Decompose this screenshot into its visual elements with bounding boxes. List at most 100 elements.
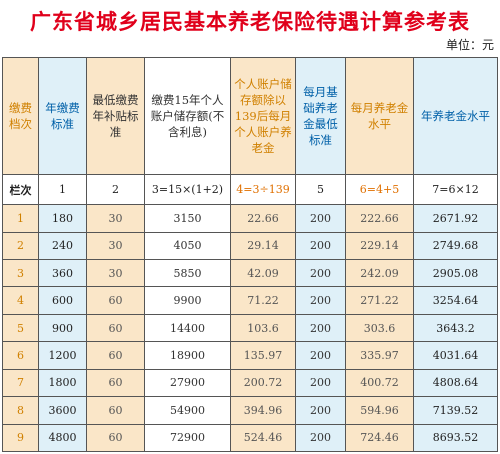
table-cell: 600 [38, 286, 87, 315]
table-cell: 29.14 [230, 231, 296, 261]
header-row: 缴费档次 年缴费标准 最低缴费年补贴标准 缴费15年个人账户储存额(不含利息) … [2, 56, 498, 176]
table-cell: 4808.64 [413, 368, 498, 398]
table-cell: 3600 [38, 396, 87, 425]
table-cell: 200 [295, 423, 346, 453]
table-cell: 3150 [144, 204, 231, 233]
table-cell: 303.6 [345, 313, 414, 343]
table-cell: 18900 [144, 341, 231, 370]
table-cell: 2749.68 [413, 231, 498, 261]
table-cell: 180 [38, 204, 87, 233]
table-cell: 242.09 [345, 259, 414, 288]
table-cell: 200.72 [230, 368, 296, 398]
table-cell: 60 [86, 368, 145, 398]
table-cell: 394.96 [230, 396, 296, 425]
header-cell-grade: 缴费档次 [2, 56, 39, 176]
table-cell: 30 [86, 259, 145, 288]
table-cell: 335.97 [345, 341, 414, 370]
table-cell: 271.22 [345, 286, 414, 315]
table-cell: 7 [2, 368, 39, 398]
table-cell: 60 [86, 396, 145, 425]
table-row: 3 360 30 5850 42.09 200 242.09 2905.08 [2, 259, 498, 288]
table-cell: 2671.92 [413, 204, 498, 233]
table-cell: 222.66 [345, 204, 414, 233]
pension-table: 缴费档次 年缴费标准 最低缴费年补贴标准 缴费15年个人账户储存额(不含利息) … [2, 56, 498, 453]
table-cell: 30 [86, 231, 145, 261]
table-cell: 1200 [38, 341, 87, 370]
table-cell: 42.09 [230, 259, 296, 288]
table-cell: 200 [295, 313, 346, 343]
table-cell: 200 [295, 259, 346, 288]
table-cell: 2 [2, 231, 39, 261]
header-cell-annual-pension: 年养老金水平 [413, 56, 498, 176]
table-cell: 27900 [144, 368, 231, 398]
table-cell: 4 [2, 286, 39, 315]
table-cell: 6 [2, 341, 39, 370]
table-cell: 9900 [144, 286, 231, 315]
table-cell: 900 [38, 313, 87, 343]
table-cell: 3254.64 [413, 286, 498, 315]
table-cell: 8693.52 [413, 423, 498, 453]
header-cell-basic-pension: 每月基础养老金最低标准 [295, 56, 346, 176]
header-cell-subsidy: 最低缴费年补贴标准 [86, 56, 145, 176]
table-cell: 72900 [144, 423, 231, 453]
table-cell: 200 [295, 286, 346, 315]
table-cell: 60 [86, 313, 145, 343]
table-row: 5 900 60 14400 103.6 200 303.6 3643.2 [2, 313, 498, 343]
index-cell: 3=15×(1+2) [144, 174, 231, 206]
table-cell: 5850 [144, 259, 231, 288]
table-cell: 71.22 [230, 286, 296, 315]
table-cell: 1800 [38, 368, 87, 398]
table-cell: 8 [2, 396, 39, 425]
table-cell: 22.66 [230, 204, 296, 233]
table-cell: 200 [295, 204, 346, 233]
table-cell: 9 [2, 423, 39, 453]
table-cell: 54900 [144, 396, 231, 425]
table-cell: 60 [86, 423, 145, 453]
header-cell-monthly-pension: 每月养老金水平 [345, 56, 414, 176]
table-cell: 360 [38, 259, 87, 288]
table-cell: 60 [86, 341, 145, 370]
table-cell: 30 [86, 204, 145, 233]
table-row: 9 4800 60 72900 524.46 200 724.46 8693.52 [2, 423, 498, 453]
table-cell: 594.96 [345, 396, 414, 425]
table-row: 6 1200 60 18900 135.97 200 335.97 4031.64 [2, 341, 498, 370]
table-cell: 200 [295, 396, 346, 425]
header-cell-monthly-account: 个人账户储存额除以139后每月个人账户养老金 [230, 56, 296, 176]
table-cell: 4050 [144, 231, 231, 261]
table-cell: 14400 [144, 313, 231, 343]
table-cell: 3643.2 [413, 313, 498, 343]
table-cell: 1 [2, 204, 39, 233]
table-cell: 200 [295, 368, 346, 398]
index-cell: 2 [86, 174, 145, 206]
table-cell: 3 [2, 259, 39, 288]
index-row: 栏次 1 2 3=15×(1+2) 4=3÷139 5 6=4+5 7=6×12 [2, 174, 498, 206]
index-cell: 4=3÷139 [230, 174, 296, 206]
index-cell: 栏次 [2, 174, 39, 206]
page-title: 广东省城乡居民基本养老保险待遇计算参考表 [30, 10, 470, 34]
table-cell: 135.97 [230, 341, 296, 370]
table-row: 7 1800 60 27900 200.72 200 400.72 4808.64 [2, 368, 498, 398]
index-cell: 5 [295, 174, 346, 206]
index-cell: 1 [38, 174, 87, 206]
table-row: 4 600 60 9900 71.22 200 271.22 3254.64 [2, 286, 498, 315]
table-cell: 4031.64 [413, 341, 498, 370]
table-cell: 524.46 [230, 423, 296, 453]
table-cell: 200 [295, 231, 346, 261]
table-cell: 724.46 [345, 423, 414, 453]
index-cell: 7=6×12 [413, 174, 498, 206]
table-cell: 4800 [38, 423, 87, 453]
table-cell: 200 [295, 341, 346, 370]
table-row: 8 3600 60 54900 394.96 200 594.96 7139.52 [2, 396, 498, 425]
table-cell: 229.14 [345, 231, 414, 261]
unit-label: 单位：元 [445, 38, 494, 52]
table-row: 2 240 30 4050 29.14 200 229.14 2749.68 [2, 231, 498, 261]
table-row: 1 180 30 3150 22.66 200 222.66 2671.92 [2, 204, 498, 233]
header-cell-account-15y: 缴费15年个人账户储存额(不含利息) [144, 56, 231, 176]
index-cell: 6=4+5 [345, 174, 414, 206]
table-cell: 60 [86, 286, 145, 315]
table-cell: 240 [38, 231, 87, 261]
table-cell: 103.6 [230, 313, 296, 343]
header-cell-annual-payment: 年缴费标准 [38, 56, 87, 176]
table-cell: 2905.08 [413, 259, 498, 288]
table-cell: 5 [2, 313, 39, 343]
